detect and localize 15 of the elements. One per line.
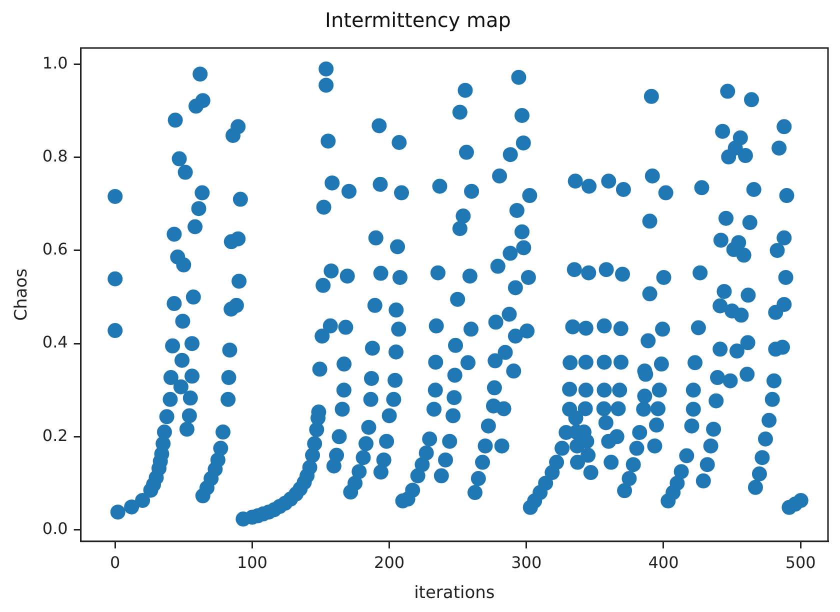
y-tick-label: 0.6 — [42, 240, 68, 259]
chart-title: Intermittency map — [325, 8, 511, 32]
y-tick-label: 0.2 — [42, 426, 68, 445]
x-axis-title: iterations — [414, 583, 495, 604]
x-tick-label: 300 — [511, 553, 542, 572]
x-tick-label: 200 — [374, 553, 405, 572]
y-tick-label: 0.4 — [42, 332, 68, 352]
y-tick-label: 0.8 — [42, 146, 68, 166]
x-tick-label: 0 — [110, 553, 120, 572]
x-tick-label: 400 — [648, 553, 679, 572]
x-tick-label: 100 — [236, 553, 268, 572]
y-tick-label: 0.0 — [42, 518, 68, 538]
y-axis-title: Chaos — [12, 268, 32, 321]
x-tick-label: 500 — [785, 553, 816, 572]
y-tick-label: 1.0 — [42, 53, 68, 72]
